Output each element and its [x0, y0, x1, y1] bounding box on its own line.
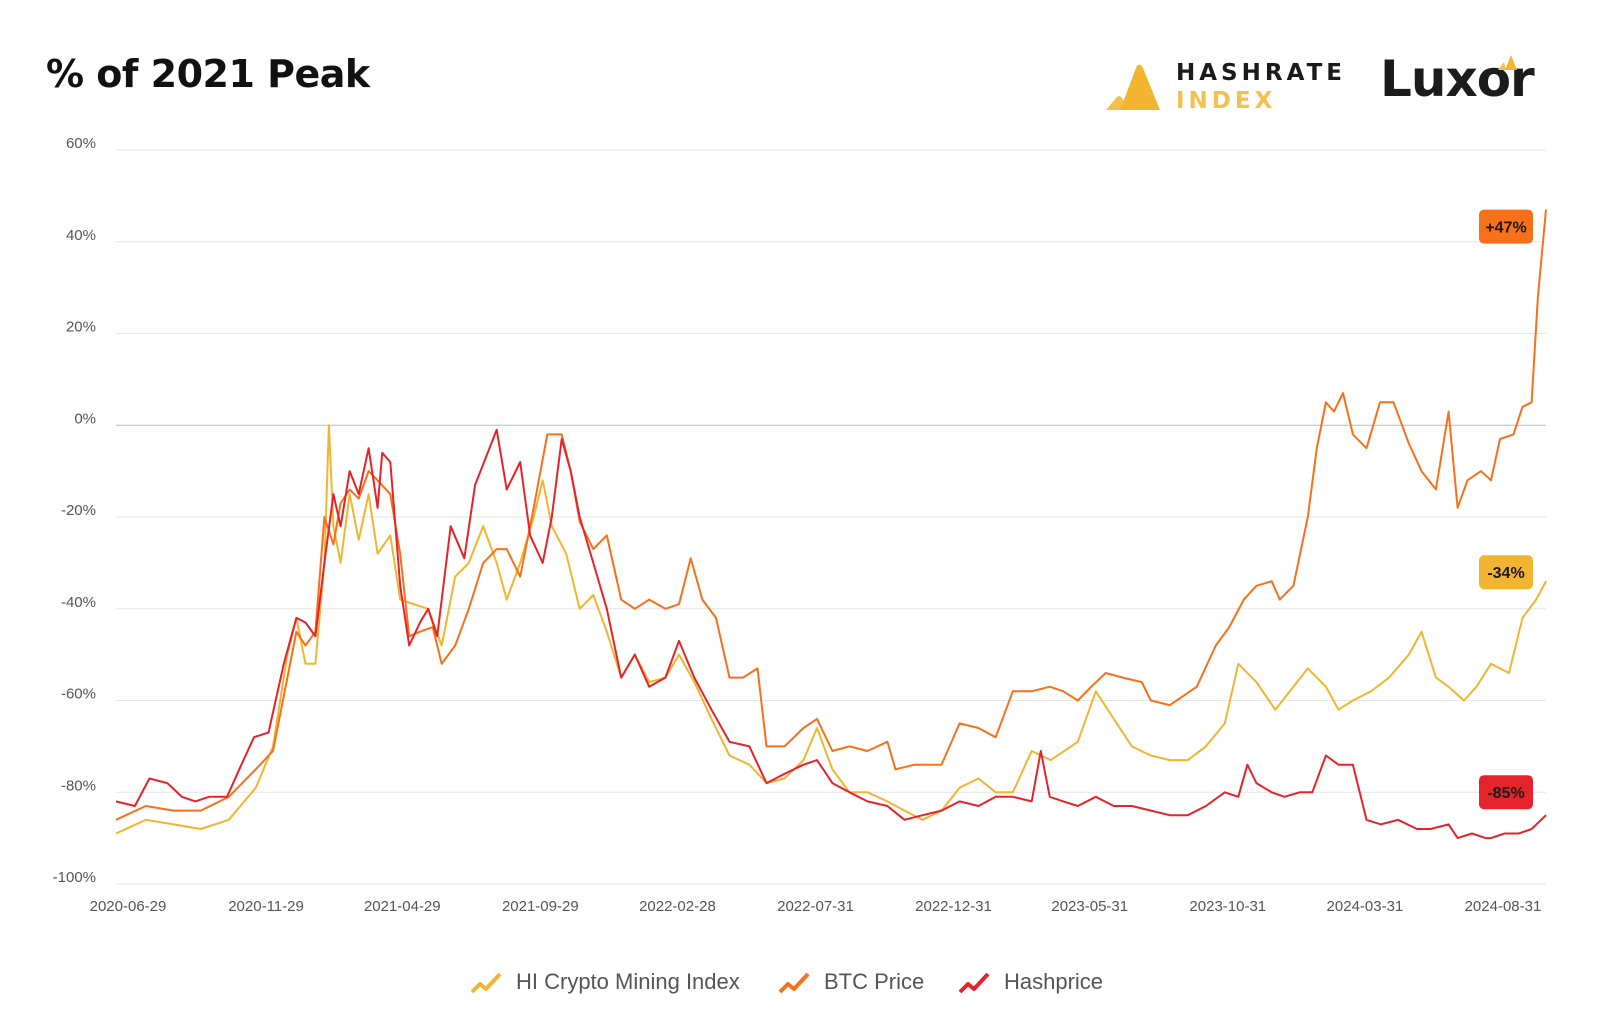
end-label-hashprice: -85%: [1479, 775, 1533, 810]
legend-item-btc-price[interactable]: BTC Price: [778, 962, 924, 1002]
luxor-logo: Luxor: [1380, 50, 1560, 120]
end-label-hi-crypto-mining-index: -34%: [1479, 555, 1533, 590]
index-logo-word: INDEX: [1176, 88, 1277, 114]
legend-label: Hashprice: [1004, 969, 1104, 994]
x-tick-label: 2022-02-28: [639, 898, 716, 915]
x-axis-ticks: 2020-06-29 2020-11-29 2021-04-29 2021-09-29…: [90, 898, 1542, 915]
chart-title: % of 2021 Peak: [46, 52, 370, 96]
series-line-hashprice: [115, 428, 1547, 840]
y-tick-label: 40%: [66, 227, 96, 244]
x-tick-label: 2021-04-29: [364, 898, 441, 915]
end-label-text: -34%: [1487, 565, 1524, 582]
hashrate-index-logo: HASHRATE INDEX: [1098, 58, 1342, 118]
x-tick-label: 2023-05-31: [1051, 898, 1128, 915]
hashrate-index-logo-icon: [1106, 64, 1160, 110]
end-label-badge: [1479, 209, 1533, 244]
y-tick-label: -60%: [61, 686, 96, 703]
end-label-text: +47%: [1485, 220, 1526, 237]
legend-label: HI Crypto Mining Index: [516, 969, 740, 994]
legend-line-icon: [470, 972, 502, 994]
end-label-badge: [1479, 555, 1533, 590]
y-tick-label: -40%: [61, 594, 96, 611]
series-line-hi-crypto-mining-index: [115, 424, 1547, 835]
x-tick-label: 2020-06-29: [90, 898, 167, 915]
y-tick-label: 20%: [66, 319, 96, 336]
hashrate-logo-word: HASHRATE: [1176, 60, 1346, 86]
y-tick-label: -100%: [53, 869, 96, 886]
y-tick-label: 0%: [74, 410, 96, 427]
series-line-btc-price: [115, 209, 1547, 821]
x-tick-label: 2024-08-31: [1465, 898, 1542, 915]
legend-line-icon: [958, 972, 990, 994]
x-tick-label: 2023-10-31: [1189, 898, 1266, 915]
y-tick-label: -80%: [61, 777, 96, 794]
x-tick-label: 2024-03-31: [1327, 898, 1404, 915]
legend-item-hashprice[interactable]: Hashprice: [958, 962, 1103, 1002]
end-labels: -34% +47% -85%: [1479, 209, 1533, 810]
y-axis-ticks: 60% 40% 20% 0% -20% -40% -60% -80% -100%: [53, 135, 96, 886]
legend-item-hi-crypto-mining-index[interactable]: HI Crypto Mining Index: [470, 962, 740, 1002]
end-label-badge: [1479, 775, 1533, 810]
legend-line-icon: [778, 972, 810, 994]
x-tick-label: 2021-09-29: [502, 898, 579, 915]
y-tick-label: -20%: [61, 502, 96, 519]
x-tick-label: 2022-12-31: [915, 898, 992, 915]
y-tick-label: 60%: [66, 135, 96, 152]
series-lines: [115, 209, 1547, 840]
x-tick-label: 2020-11-29: [228, 898, 304, 915]
legend-label: BTC Price: [824, 969, 925, 994]
end-label-btc-price: +47%: [1479, 209, 1533, 244]
end-label-text: -85%: [1487, 785, 1524, 802]
legend: HI Crypto Mining Index BTC Price Hashpri…: [0, 962, 1600, 1002]
luxor-logo-word: Luxor: [1380, 50, 1535, 108]
x-tick-label: 2022-07-31: [777, 898, 854, 915]
luxor-logo-icon: [1498, 55, 1517, 70]
